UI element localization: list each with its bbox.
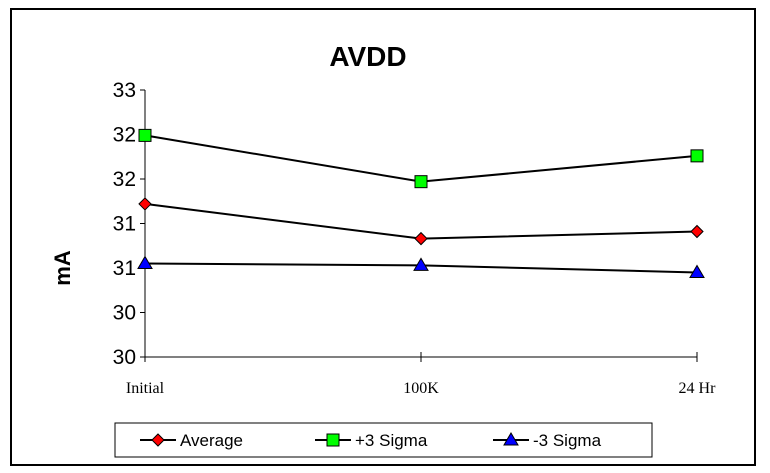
x-tick-label: 100K xyxy=(403,380,439,397)
chart-title: AVDD xyxy=(329,41,406,72)
data-point-3-sigma xyxy=(690,149,704,163)
data-point-3-sigma xyxy=(137,255,153,270)
data-point-average xyxy=(414,231,428,246)
data-point-3-sigma xyxy=(414,175,428,189)
series-line-3-sigma xyxy=(144,134,698,183)
y-tick-label: 30 xyxy=(113,346,136,369)
y-tick-label: 32 xyxy=(113,168,136,191)
chart-frame xyxy=(10,8,756,466)
legend-label-3-sigma: -3 Sigma xyxy=(533,431,602,450)
legend-marker-3-sigma xyxy=(326,433,340,447)
legend-marker-3-sigma xyxy=(503,432,519,446)
y-tick-label: 31 xyxy=(113,257,136,280)
y-tick-label: 32 xyxy=(113,124,136,147)
legend-label-average: Average xyxy=(180,431,243,450)
data-point-3-sigma xyxy=(138,128,152,142)
data-point-average xyxy=(138,197,152,211)
y-axis-label: mA xyxy=(50,250,75,286)
x-tick-label: 24 Hr xyxy=(679,380,717,397)
data-point-3-sigma xyxy=(413,257,429,271)
x-tick-label: Initial xyxy=(126,380,165,397)
legend-label-3-sigma: +3 Sigma xyxy=(355,431,428,450)
legend-marker-average xyxy=(151,433,165,447)
y-tick-label: 30 xyxy=(113,302,136,325)
y-tick-label: 31 xyxy=(113,213,136,236)
data-point-3-sigma xyxy=(689,264,705,278)
legend-box xyxy=(114,422,653,458)
y-tick-label: 33 xyxy=(113,79,136,102)
data-point-average xyxy=(690,224,704,239)
